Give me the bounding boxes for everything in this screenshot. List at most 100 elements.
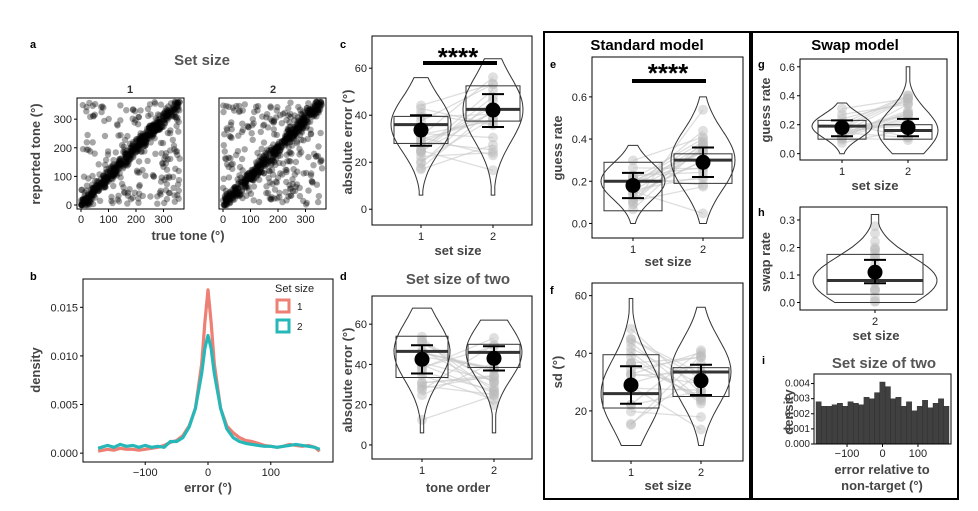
scatter-point (110, 166, 118, 173)
scatter-point (132, 144, 139, 152)
scatter-point (150, 123, 157, 130)
subject-point (417, 380, 427, 391)
scatter-point (255, 162, 262, 170)
scatter-point (150, 125, 158, 132)
scatter-point (294, 121, 301, 128)
scatter-point (286, 185, 294, 193)
scatter-point (225, 163, 232, 170)
scatter-point (227, 196, 234, 203)
subject-point (626, 406, 636, 417)
scatter-point (148, 122, 155, 130)
scatter-point (305, 109, 312, 117)
subject-point (417, 377, 427, 388)
scatter-point (78, 186, 85, 194)
scatter-point (110, 173, 118, 180)
scatter-point (260, 153, 267, 160)
scatter-point (258, 163, 265, 171)
scatter-point (86, 201, 93, 208)
scatter-point (278, 138, 285, 145)
scatter-point (85, 175, 92, 182)
scatter-point (250, 173, 257, 180)
scatter-point (259, 161, 266, 169)
x-tick-label: 2 (491, 465, 497, 477)
scatter-point (309, 179, 316, 186)
scatter-point (248, 176, 255, 183)
scatter-point (242, 182, 249, 189)
scatter-point (301, 119, 309, 127)
paired-line (632, 160, 704, 194)
scatter-point (235, 180, 242, 187)
scatter-point (307, 106, 314, 113)
scatter-point (161, 110, 168, 117)
scatter-point (81, 189, 88, 196)
scatter-point (112, 169, 120, 176)
scatter-point (85, 201, 92, 208)
scatter-point (101, 184, 108, 191)
scatter-point (293, 124, 301, 132)
scatter-point (138, 136, 145, 143)
scatter-point (276, 147, 284, 154)
scatter-point (292, 126, 299, 133)
scatter-point (315, 143, 322, 150)
scatter-point (101, 183, 109, 190)
subject-point (489, 394, 499, 405)
hist-bar (911, 410, 918, 445)
scatter-point (134, 121, 142, 128)
scatter-point (301, 114, 308, 122)
panel-c-xlabel: set size (435, 243, 482, 258)
scatter-point (248, 175, 255, 182)
scatter-point (303, 124, 310, 131)
scatter-point (145, 112, 152, 120)
scatter-point (273, 146, 280, 153)
scatter-point (82, 196, 89, 204)
scatter-point (161, 110, 168, 118)
scatter-point (231, 191, 238, 198)
scatter-point (243, 192, 250, 199)
scatter-point (317, 129, 324, 137)
scatter-point (100, 177, 108, 185)
scatter-point (285, 127, 292, 134)
x-tick-label: 100 (262, 467, 280, 479)
scatter-point (128, 151, 135, 159)
scatter-point (221, 148, 228, 155)
subject-point (626, 351, 636, 362)
scatter-point (256, 153, 264, 160)
scatter-point (155, 125, 163, 132)
panel-i-xlabel-line1: error relative to (834, 462, 929, 477)
scatter-point (308, 178, 315, 185)
scatter-point (303, 123, 310, 130)
scatter-point (232, 185, 239, 192)
scatter-point (158, 150, 165, 157)
scatter-point (282, 132, 289, 139)
subject-point (416, 146, 426, 156)
scatter-point (277, 142, 285, 149)
scatter-point (304, 113, 311, 120)
scatter-point (104, 148, 112, 155)
panel-a-frame-1 (76, 97, 185, 210)
scatter-point (305, 153, 312, 161)
scatter-point (133, 136, 141, 143)
scatter-point (299, 118, 307, 125)
scatter-point (309, 109, 316, 116)
scatter-point (228, 192, 235, 199)
scatter-point (292, 187, 299, 194)
paired-line (421, 374, 495, 401)
scatter-point (109, 171, 116, 179)
scatter-point (249, 168, 257, 175)
scatter-point (128, 142, 136, 149)
scatter-point (308, 107, 315, 114)
scatter-point (223, 102, 230, 110)
scatter-point (116, 155, 124, 163)
scatter-point (262, 160, 269, 168)
scatter-point (269, 171, 277, 178)
scatter-point (95, 178, 102, 185)
scatter-point (268, 117, 276, 125)
scatter-point (81, 198, 89, 205)
scatter-point (274, 147, 281, 154)
y-tick-label: 60 (355, 319, 367, 331)
scatter-point (110, 170, 117, 177)
scatter-point (242, 177, 249, 184)
scatter-point (231, 183, 238, 191)
scatter-point (119, 159, 127, 166)
